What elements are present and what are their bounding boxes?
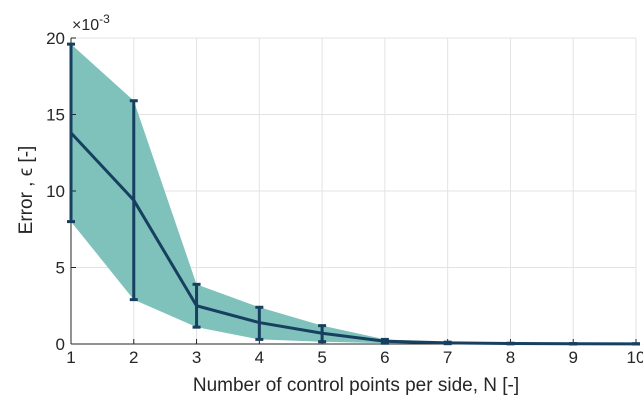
x-tick-label-7: 7: [443, 348, 452, 367]
error-band-group: [71, 44, 636, 345]
error-bar-n3: [192, 282, 201, 329]
x-tick-label-9: 9: [568, 348, 577, 367]
series-group: [67, 42, 640, 346]
y-exponent-base: ×10: [72, 17, 99, 34]
x-tick-label-3: 3: [192, 348, 201, 367]
x-tick-label-6: 6: [380, 348, 389, 367]
error-bar-n1: [67, 42, 75, 224]
y-axis-label: Error , ϵ [-]: [16, 146, 37, 235]
error-bar-n7: [443, 340, 452, 346]
y-tick-label-20: 20: [46, 29, 65, 48]
error-bar-n8: [506, 341, 515, 346]
error-bar-n5: [318, 324, 327, 344]
x-tick-label-5: 5: [317, 348, 326, 367]
x-tick-label-8: 8: [506, 348, 515, 367]
y-tick-label-15: 15: [46, 106, 65, 125]
error-band: [71, 44, 636, 345]
error-bar-n6: [380, 337, 389, 345]
error-bar-n2: [129, 99, 138, 302]
x-tick-label-4: 4: [255, 348, 264, 367]
mean-error-line: [69, 131, 637, 346]
x-tick-label-10: 10: [627, 348, 643, 367]
x-axis-label: Number of control points per side, N [-]: [193, 375, 519, 396]
y-exponent-power: -3: [99, 12, 110, 26]
y-tick-label-0: 0: [56, 335, 65, 354]
y-tick-label-5: 5: [56, 259, 65, 278]
x-tick-label-1: 1: [66, 348, 75, 367]
y-exponent-label: ×10-3: [72, 12, 110, 34]
x-tick-label-2: 2: [129, 348, 138, 367]
y-tick-label-10: 10: [46, 182, 65, 201]
tick-labels: 1 2 3 4 5 6 7 8 9 10 0 5 10 15 20: [46, 29, 643, 367]
error-bar-n4: [255, 305, 264, 341]
